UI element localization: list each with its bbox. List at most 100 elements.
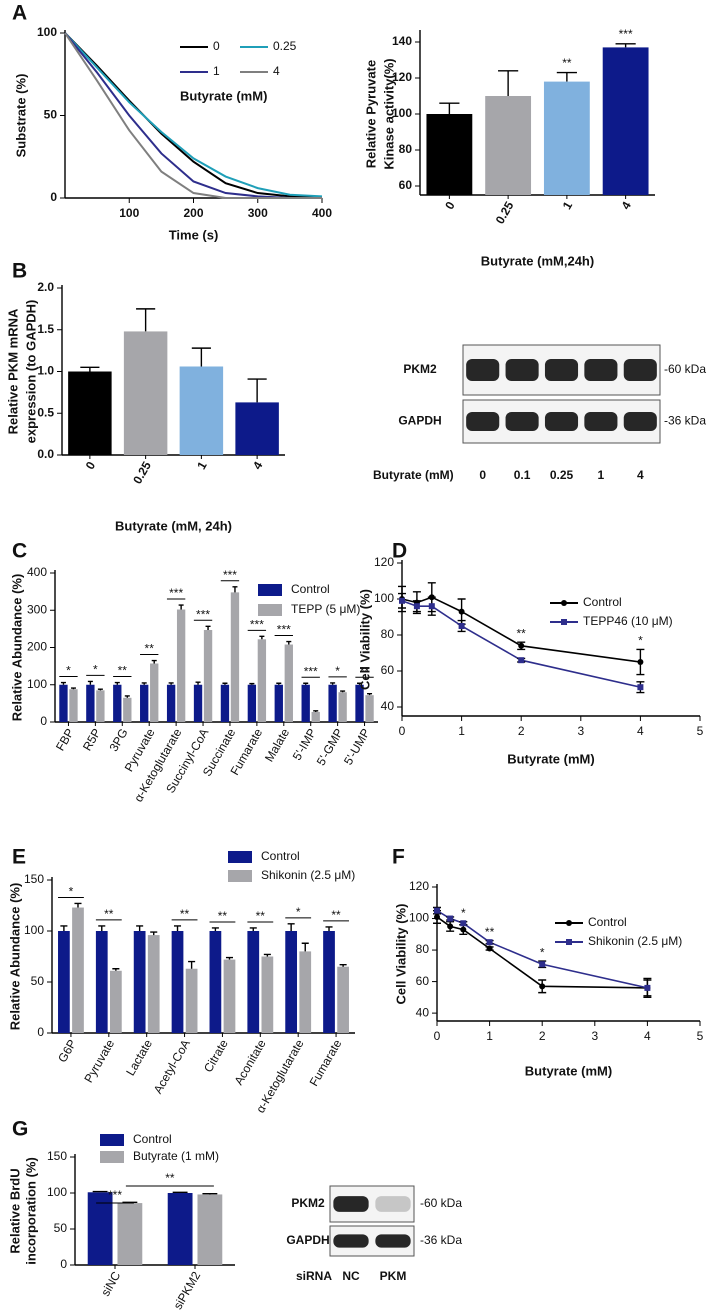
y-tick-label: 100 xyxy=(392,106,412,120)
significance: *** xyxy=(277,623,291,637)
bar xyxy=(543,81,590,195)
blot-band xyxy=(333,1234,369,1248)
bar xyxy=(261,956,274,1033)
error-bar xyxy=(136,308,156,332)
bar xyxy=(117,1203,143,1265)
x-tick-label: 100 xyxy=(119,206,139,220)
x-tick-label: 5 xyxy=(697,1029,704,1043)
blot-row-label: GAPDH xyxy=(286,1233,329,1247)
bar xyxy=(58,931,70,1033)
bar xyxy=(150,663,159,722)
error-bar xyxy=(114,681,120,685)
y-tick-label: 120 xyxy=(374,555,394,569)
bar xyxy=(299,951,312,1033)
blot-band xyxy=(375,1234,411,1248)
error-bar xyxy=(60,681,66,685)
bar xyxy=(95,931,108,1033)
blot-size-label: -36 kDa xyxy=(420,1233,462,1247)
marker xyxy=(434,907,440,914)
error-bar xyxy=(556,71,577,82)
marker xyxy=(637,684,644,691)
x-tick-label: Lactate xyxy=(123,1037,155,1078)
panel-label: A xyxy=(12,2,27,25)
marker xyxy=(539,961,546,968)
legend-swatch xyxy=(228,851,252,863)
y-tick-label: 120 xyxy=(409,879,429,893)
x-tick-label: 1 xyxy=(194,459,210,472)
error-bar xyxy=(303,682,309,685)
legend-marker xyxy=(566,939,572,945)
bar xyxy=(185,968,198,1033)
significance: *** xyxy=(223,568,237,582)
y-tick-label: 0 xyxy=(40,714,47,728)
x-tick-label: R5P xyxy=(80,726,104,753)
legend-marker xyxy=(561,600,567,606)
x-tick-label: 1 xyxy=(560,199,576,212)
error-bar xyxy=(263,953,271,957)
error-bar xyxy=(141,682,147,685)
bar xyxy=(223,959,236,1033)
legend-label: Control xyxy=(588,915,627,929)
x-tick-label: 1 xyxy=(486,1029,493,1043)
y-tick-label: 1.0 xyxy=(37,364,54,378)
marker xyxy=(428,603,435,610)
y-axis-title: Relative Pyruvate xyxy=(363,60,378,168)
error-bar xyxy=(178,604,184,610)
bar xyxy=(485,96,532,195)
y-tick-label: 100 xyxy=(409,911,429,925)
legend-label: Control xyxy=(583,595,622,609)
bar xyxy=(230,592,240,722)
legend-swatch xyxy=(258,584,282,596)
error-bar xyxy=(191,347,211,367)
y-tick-label: 100 xyxy=(24,923,44,937)
significance: ** xyxy=(517,626,527,640)
bar xyxy=(355,684,364,722)
blot-row-label: PKM2 xyxy=(291,1196,325,1210)
significance: ** xyxy=(331,908,341,922)
bar xyxy=(247,931,260,1033)
error-bar xyxy=(151,659,157,664)
significance: * xyxy=(540,945,545,959)
y-tick-label: 100 xyxy=(37,25,57,39)
legend-label: Control xyxy=(133,1132,172,1146)
x-tick-label: 0 xyxy=(442,199,458,212)
x-tick-label: FBP xyxy=(53,726,77,753)
legend-label: Control xyxy=(261,849,300,863)
legend-label: 0.25 xyxy=(273,39,297,53)
legend-label: Shikonin (2.5 μM) xyxy=(261,868,355,882)
error-bar xyxy=(325,926,333,931)
blot-band xyxy=(505,412,539,431)
error-bar xyxy=(80,366,100,372)
legend-label: Butyrate (1 mM) xyxy=(133,1149,219,1163)
y-tick-label: 50 xyxy=(31,974,45,988)
error-bar xyxy=(70,687,76,690)
x-tick-label: 0.25 xyxy=(130,459,154,487)
error-bar xyxy=(357,682,363,685)
panel-label: E xyxy=(12,846,26,869)
blot-band xyxy=(584,359,618,381)
marker xyxy=(460,920,467,927)
bar xyxy=(323,931,335,1033)
legend-swatch xyxy=(258,604,282,616)
significance: ** xyxy=(485,925,495,939)
error-bar xyxy=(112,968,120,971)
y-tick-label: 0.5 xyxy=(37,405,54,419)
y-tick-label: 60 xyxy=(381,663,395,677)
significance: *** xyxy=(169,586,183,600)
bar xyxy=(123,331,168,455)
y-tick-label: 140 xyxy=(392,34,412,48)
y-tick-label: 150 xyxy=(47,1149,67,1163)
legend-label: Control xyxy=(291,582,330,596)
legend-title: Butyrate (mM) xyxy=(180,88,267,103)
blot-row-label: PKM2 xyxy=(403,362,437,376)
blot-lane-title: siRNA xyxy=(296,1269,332,1283)
x-tick-label: 5'-IMP xyxy=(290,726,319,763)
error-bar xyxy=(439,102,460,114)
significance: ** xyxy=(180,907,190,921)
y-axis-title: expression (to GAPDH) xyxy=(23,300,38,444)
y-axis-title: Relative Abundance (%) xyxy=(7,883,22,1031)
error-bar xyxy=(286,640,292,645)
significance: * xyxy=(93,663,98,677)
significance: ** xyxy=(562,56,572,70)
bar xyxy=(59,684,68,722)
